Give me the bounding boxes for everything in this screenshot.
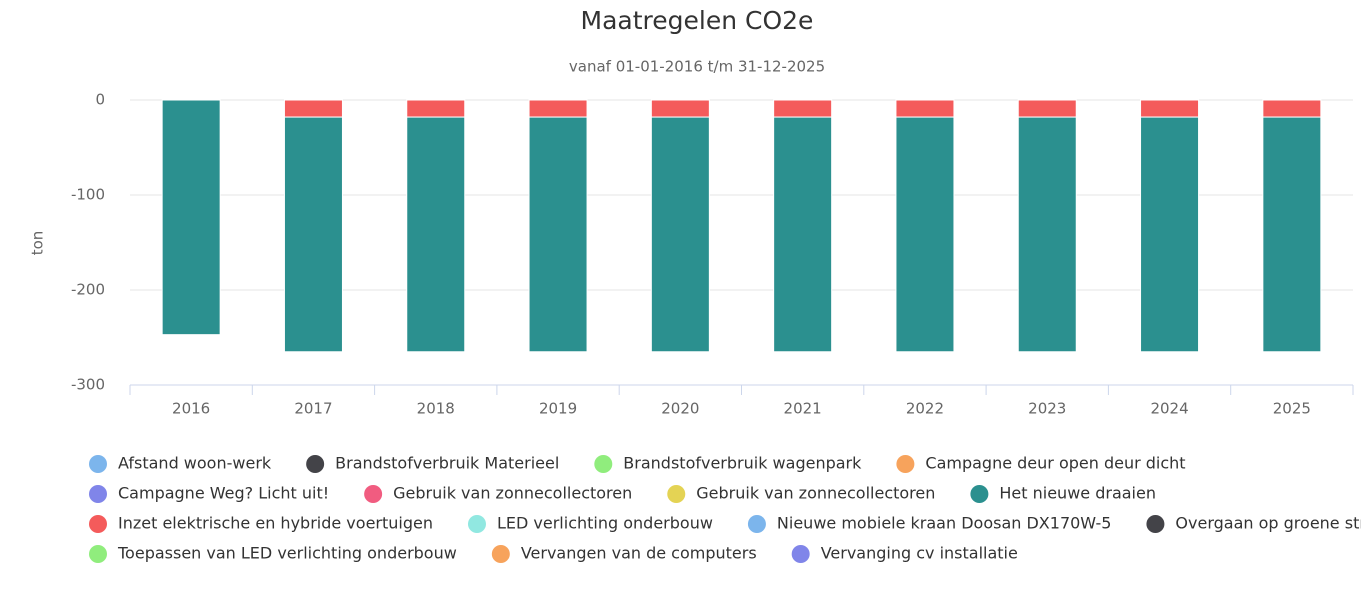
legend-marker bbox=[747, 515, 766, 533]
bar-segment bbox=[895, 99, 955, 118]
bar-segment bbox=[406, 116, 466, 353]
legend-label: Brandstofverbruik wagenpark bbox=[623, 454, 862, 473]
bar-segment bbox=[650, 116, 710, 353]
legend-marker bbox=[1146, 515, 1165, 533]
legend-marker bbox=[594, 455, 613, 473]
bar-segment bbox=[1262, 99, 1322, 118]
x-tick-label: 2018 bbox=[417, 400, 455, 418]
legend-label: Het nieuwe draaien bbox=[999, 484, 1156, 503]
bar-segment bbox=[283, 116, 343, 353]
x-tick-label: 2019 bbox=[539, 400, 577, 418]
legend-marker bbox=[667, 485, 686, 503]
y-axis-title: ton bbox=[29, 231, 47, 256]
legend-label: LED verlichting onderbouw bbox=[497, 514, 713, 533]
bar-segment bbox=[1017, 99, 1077, 118]
y-tick-label: -100 bbox=[71, 186, 105, 204]
bar-segment bbox=[1140, 99, 1200, 118]
bar-segment bbox=[1140, 116, 1200, 353]
legend-label: Vervangen van de computers bbox=[521, 544, 757, 563]
legend-marker bbox=[89, 455, 107, 473]
bar-segment bbox=[161, 99, 221, 336]
y-tick-label: -200 bbox=[71, 281, 105, 299]
legend-marker bbox=[467, 515, 486, 533]
x-tick-label: 2024 bbox=[1150, 400, 1188, 418]
chart-subtitle: vanaf 01-01-2016 t/m 31-12-2025 bbox=[569, 58, 825, 76]
legend-label: Gebruik van zonnecollectoren bbox=[393, 484, 632, 503]
legend-label: Vervanging cv installatie bbox=[821, 544, 1018, 563]
legend-label: Nieuwe mobiele kraan Doosan DX170W-5 bbox=[777, 514, 1112, 533]
x-tick-label: 2025 bbox=[1273, 400, 1311, 418]
legend-label: Overgaan op groene stroom bbox=[1175, 514, 1361, 533]
bar-segment bbox=[528, 99, 588, 118]
bar-segment bbox=[773, 116, 833, 353]
bar-segment bbox=[528, 116, 588, 353]
bar-segment bbox=[283, 99, 343, 118]
legend-label: Brandstofverbruik Materieel bbox=[335, 454, 559, 473]
x-tick-label: 2017 bbox=[294, 400, 332, 418]
legend-marker bbox=[89, 485, 107, 503]
chart-title: Maatregelen CO2e bbox=[581, 6, 814, 35]
bar-segment bbox=[406, 99, 466, 118]
legend-marker bbox=[89, 545, 107, 563]
y-tick-label: -300 bbox=[71, 376, 105, 394]
legend-label: Inzet elektrische en hybride voertuigen bbox=[118, 514, 433, 533]
legend-marker bbox=[791, 545, 810, 563]
legend-label: Afstand woon-werk bbox=[118, 454, 272, 473]
legend-label: Campagne Weg? Licht uit! bbox=[118, 484, 329, 503]
legend-label: Campagne deur open deur dicht bbox=[925, 454, 1185, 473]
legend-label: Gebruik van zonnecollectoren bbox=[696, 484, 935, 503]
x-tick-label: 2023 bbox=[1028, 400, 1066, 418]
x-tick-label: 2022 bbox=[906, 400, 944, 418]
bar-segment bbox=[895, 116, 955, 353]
bar-segment bbox=[1262, 116, 1322, 353]
bar-segment bbox=[650, 99, 710, 118]
legend-marker bbox=[89, 515, 107, 533]
legend-marker bbox=[896, 455, 915, 473]
bar-segment bbox=[1017, 116, 1077, 353]
legend-marker bbox=[306, 455, 325, 473]
x-tick-label: 2021 bbox=[784, 400, 822, 418]
legend-marker bbox=[364, 485, 383, 503]
legend-label: Toepassen van LED verlichting onderbouw bbox=[117, 544, 457, 563]
legend-marker bbox=[491, 545, 510, 563]
legend-marker bbox=[970, 485, 989, 503]
y-tick-label: 0 bbox=[95, 91, 105, 109]
x-tick-label: 2020 bbox=[661, 400, 699, 418]
bar-segment bbox=[773, 99, 833, 118]
x-tick-label: 2016 bbox=[172, 400, 210, 418]
